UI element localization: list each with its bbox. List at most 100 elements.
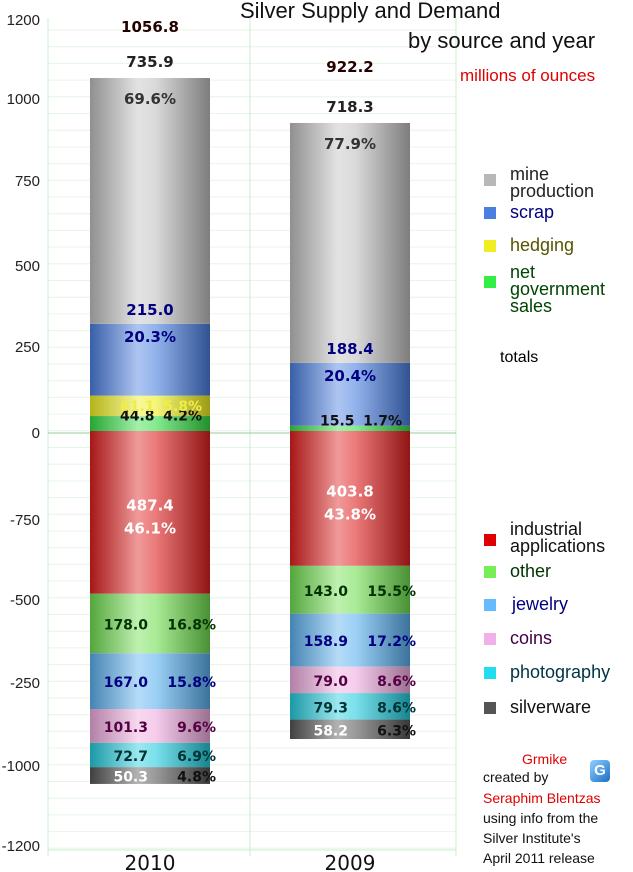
pct-label-mine-2010: 69.6% — [124, 90, 176, 108]
pct-label-hedging-2010: 5.8% — [163, 399, 202, 415]
y-tick-label: -1000 — [2, 758, 40, 775]
value-label-coins-2010: 101.3 — [104, 720, 148, 736]
total-label-2009: 922.2 — [326, 58, 373, 76]
bar-supply-scrap-2009 — [290, 362, 410, 426]
legend-label-jewelry: jewelry — [512, 594, 569, 614]
pct-label-jewelry-2010: 15.8% — [167, 675, 216, 691]
bar-demand-jewelry-2009 — [290, 613, 410, 667]
bar-supply-mine-production-2010 — [90, 78, 210, 324]
legend-label-mine-production: mine production — [510, 164, 595, 201]
bars — [90, 78, 410, 784]
bar-demand-coins-2009 — [290, 666, 410, 694]
credit-line2: Silver Institute's — [483, 830, 581, 846]
legend-totals-label: totals — [500, 349, 539, 366]
legend-swatch-silverware — [484, 702, 496, 714]
g-logo-icon: G — [590, 760, 610, 782]
y-tick-label: 750 — [15, 173, 40, 190]
y-tick-label: 1000 — [7, 91, 40, 108]
x-category-label-2010: 2010 — [125, 851, 176, 872]
pct-label-photography-2010: 6.9% — [177, 749, 216, 765]
bar-demand-silverware-2009 — [290, 719, 410, 740]
y-tick-label: 0 — [32, 425, 40, 442]
credit-created-by: created by — [483, 769, 549, 785]
total-label-2010: 1056.8 — [121, 18, 179, 36]
bar-supply-scrap-2010 — [90, 323, 210, 396]
credit-line3: April 2011 release — [483, 850, 595, 866]
pct-label-other-2010: 16.8% — [167, 618, 216, 634]
value-label-photography-2010: 72.7 — [113, 749, 148, 765]
legend-label-net-government-sales: net government sales — [510, 262, 606, 316]
y-tick-label: -250 — [10, 675, 40, 692]
pct-label-coins-2009: 8.6% — [377, 674, 416, 690]
y-tick-label: -500 — [10, 592, 40, 609]
pct-label-jewelry-2009: 17.2% — [367, 634, 416, 650]
bar-demand-photography-2010 — [90, 742, 210, 768]
pct-label-silverware-2009: 6.3% — [377, 723, 416, 739]
credit-line1: using info from the — [483, 810, 599, 826]
legend-label-scrap: scrap — [510, 202, 555, 222]
legend-swatch-industrial-applications — [484, 534, 496, 546]
legend-swatch-other — [484, 566, 496, 578]
bar-demand-other-2009 — [290, 565, 410, 614]
credit-author: Grmike — [522, 751, 568, 767]
pct-label-photography-2009: 8.6% — [377, 700, 416, 716]
bar-demand-coins-2010 — [90, 709, 210, 743]
value-label-net-government-sales-2009: 15.5 — [320, 413, 355, 429]
x-axis-categories: 2010 2009 — [125, 851, 376, 872]
legend-swatch-coins — [484, 633, 496, 645]
value-label-industrial-2009: 403.8 — [326, 482, 373, 500]
legend-swatch-mine-production — [484, 174, 496, 186]
value-label-industrial-2010: 487.4 — [126, 496, 173, 514]
value-label-other-2010: 178.0 — [104, 618, 149, 634]
pct-label-net-government-sales-2010: 4.2% — [163, 409, 202, 425]
legend-label-photography: photography — [510, 662, 611, 682]
value-label-mine-2009: 718.3 — [326, 98, 373, 116]
pct-label-coins-2010: 9.6% — [177, 720, 216, 736]
value-label-scrap-2009: 188.4 — [326, 340, 373, 358]
bar-demand-industrial-applications-2010 — [90, 431, 210, 594]
value-label-net-government-sales-2010: 44.8 — [120, 409, 155, 425]
bar-supply-mine-production-2009 — [290, 122, 410, 363]
y-axis-ticks: 1200 1000 750 500 250 0 -750 -500 -250 -1000 -1200 — [2, 12, 40, 855]
chart-title-line2: by source and year — [408, 28, 596, 53]
legend-swatch-scrap — [484, 207, 496, 219]
pct-label-industrial-2010: 46.1% — [124, 519, 176, 537]
bar-supply-net-government-sales-2010 — [90, 416, 210, 431]
bar-demand-industrial-applications-2009 — [290, 431, 410, 566]
pct-label-scrap-2009: 20.4% — [324, 367, 376, 385]
chart-title-line1: Silver Supply and Demand — [240, 0, 501, 23]
legend-label-silverware: silverware — [510, 697, 592, 717]
x-category-label-2009: 2009 — [325, 851, 376, 872]
pct-label-other-2009: 15.5% — [367, 584, 416, 600]
value-label-silverware-2009: 58.2 — [313, 723, 348, 739]
bar-demand-jewelry-2010 — [90, 653, 210, 710]
pct-label-mine-2009: 77.9% — [324, 135, 376, 153]
bar-supply-hedging-2010 — [90, 395, 210, 417]
pct-label-scrap-2010: 20.3% — [124, 328, 176, 346]
y-tick-label: 1200 — [7, 12, 40, 29]
value-label-silverware-2010: 50.3 — [113, 770, 148, 786]
bar-demand-photography-2009 — [290, 693, 410, 720]
value-label-hedging-2010: 61.1 — [120, 399, 155, 415]
legend-swatch-photography — [484, 667, 496, 679]
bar-supply-net-government-sales-2009 — [290, 425, 410, 431]
bar-demand-silverware-2010 — [90, 767, 210, 784]
y-tick-label: -1200 — [2, 838, 40, 855]
bar-demand-other-2010 — [90, 593, 210, 654]
y-tick-label: 500 — [15, 258, 40, 275]
value-label-jewelry-2009: 158.9 — [304, 634, 348, 650]
value-label-other-2009: 143.0 — [304, 584, 349, 600]
credit-name: Seraphim Blentzas — [483, 790, 601, 806]
value-label-mine-2010: 735.9 — [126, 53, 173, 71]
legend-label-industrial-applications: industrial applications — [510, 519, 606, 556]
value-label-scrap-2010: 215.0 — [126, 301, 173, 319]
value-label-photography-2009: 79.3 — [313, 700, 348, 716]
value-label-coins-2009: 79.0 — [313, 674, 348, 690]
units-label: millions of ounces — [460, 66, 596, 85]
legend-swatch-hedging — [484, 240, 496, 252]
legend-swatch-jewelry — [484, 599, 496, 611]
legend-label-coins: coins — [510, 628, 553, 648]
legend-label-hedging: hedging — [510, 235, 575, 255]
y-tick-label: 250 — [15, 339, 40, 356]
